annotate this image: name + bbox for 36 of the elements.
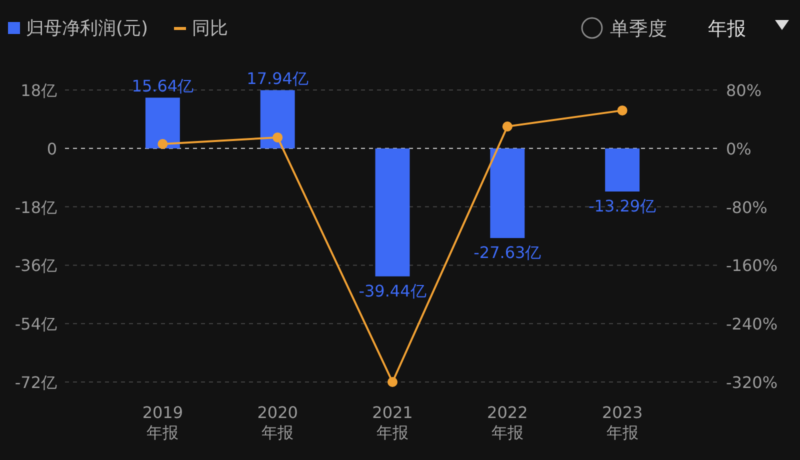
point: [158, 139, 168, 150]
data-label: 17.94亿: [246, 69, 308, 88]
bar: [490, 148, 525, 238]
y-tick-label: -54亿: [14, 314, 57, 334]
y2-tick-label: 0%: [726, 139, 752, 158]
x-tick-label: 2020 年报: [257, 403, 298, 442]
y-tick-label: 0: [46, 139, 57, 158]
y2-tick-label: -160%: [726, 256, 778, 276]
bar: [605, 148, 640, 192]
y-tick-label: 18亿: [20, 81, 57, 100]
x-tick-label: 2021 年报: [372, 403, 413, 442]
legend-label: 归母净利润(元): [26, 18, 148, 39]
x-tick-label: 2019 年报: [142, 403, 184, 442]
data-label: -13.29亿: [588, 196, 656, 216]
x-tick-label: 2023 年报: [602, 403, 643, 442]
text: 年报: [708, 18, 746, 40]
point: [617, 105, 628, 116]
legend-label: 同比: [192, 18, 228, 39]
y-tick-label: -72亿: [14, 373, 57, 392]
y-tick-label: -36亿: [14, 256, 57, 276]
y2-tick-label: -80%: [726, 198, 768, 217]
data-label: 15.64亿: [132, 76, 194, 96]
y2-tick-label: 80%: [726, 81, 762, 100]
y2-tick-label: -240%: [726, 314, 778, 334]
y2-tick-label: -320%: [726, 373, 778, 392]
bar: [145, 98, 180, 148]
data-label: -27.63亿: [474, 243, 542, 262]
point: [272, 132, 283, 142]
point: [388, 377, 398, 387]
data-label: -39.44亿: [358, 281, 426, 300]
text: 单季度: [610, 18, 667, 40]
bar: [375, 148, 410, 276]
x-tick-label: 2022 年报: [487, 403, 528, 442]
point: [502, 122, 512, 132]
y-tick-label: -18亿: [14, 198, 57, 217]
bar: [260, 90, 295, 148]
